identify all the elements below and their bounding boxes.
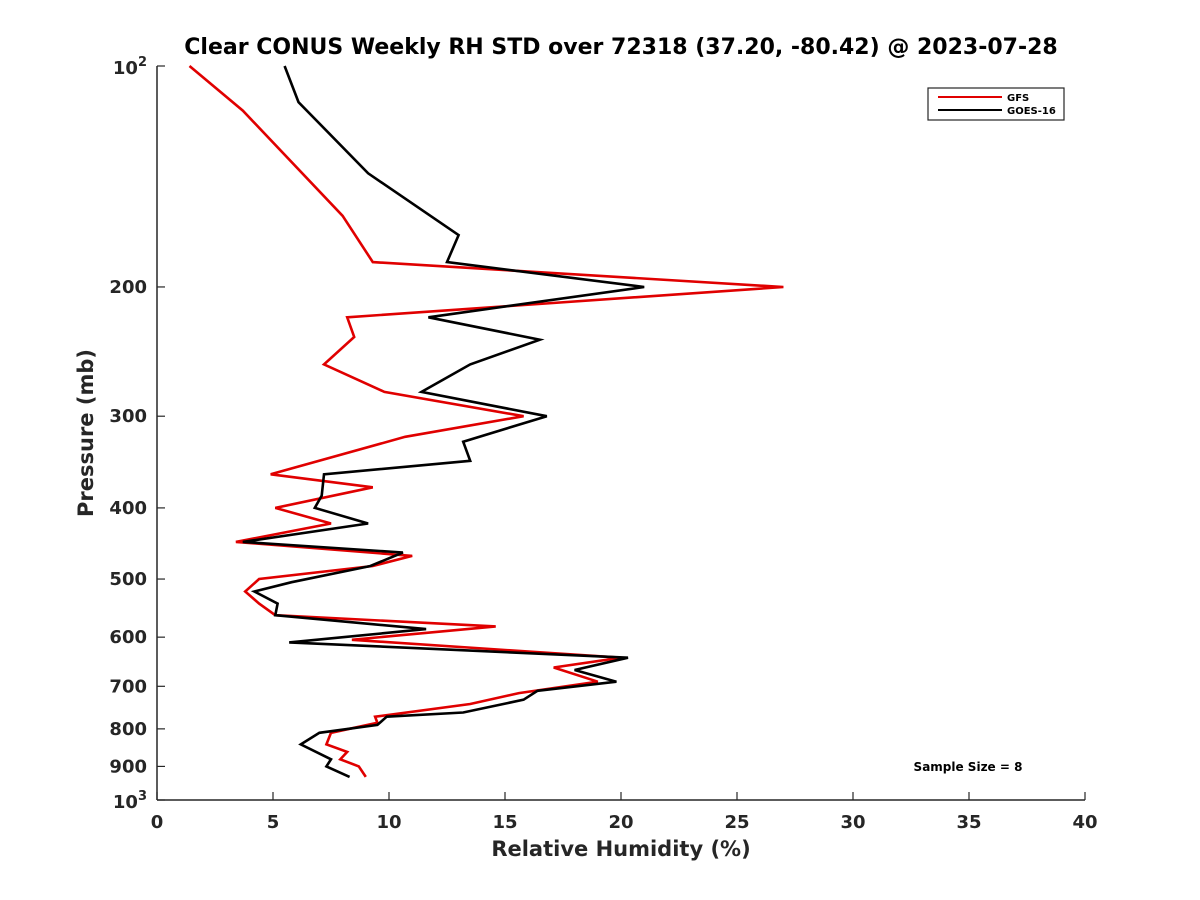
x-tick-label: 30 xyxy=(840,812,865,833)
sample-size-annotation: Sample Size = 8 xyxy=(914,760,1023,774)
series-line-gfs xyxy=(188,65,784,778)
y-ticks: 102 200 300 400 500 600 700 800 900 103 xyxy=(109,55,165,813)
x-ticks: 0 5 10 15 20 25 30 35 40 xyxy=(151,792,1098,833)
x-tick-label: 0 xyxy=(151,812,164,833)
y-axis-label: Pressure (mb) xyxy=(74,349,98,517)
y-tick-label: 700 xyxy=(109,676,147,697)
y-tick-label: 300 xyxy=(109,406,147,427)
x-tick-label: 20 xyxy=(608,812,633,833)
x-tick-label: 10 xyxy=(376,812,401,833)
x-axis-label: Relative Humidity (%) xyxy=(491,837,750,861)
legend-label-gfs: GFS xyxy=(1007,93,1029,104)
x-tick-label: 35 xyxy=(956,812,981,833)
x-tick-label: 5 xyxy=(267,812,280,833)
legend: GFS GOES-16 xyxy=(927,87,1065,121)
chart-title: Clear CONUS Weekly RH STD over 72318 (37… xyxy=(184,35,1057,60)
y-tick-label: 400 xyxy=(109,498,147,519)
y-tick-label: 800 xyxy=(109,719,147,740)
legend-box xyxy=(927,87,1065,121)
series-line-goes-16 xyxy=(242,65,645,779)
y-tick-label: 600 xyxy=(109,627,147,648)
y-tick-label: 200 xyxy=(109,277,147,298)
y-tick-label: 103 xyxy=(113,789,147,813)
x-tick-label: 40 xyxy=(1072,812,1097,833)
y-tick-label: 900 xyxy=(109,756,147,777)
x-tick-label: 25 xyxy=(724,812,749,833)
y-tick-label: 500 xyxy=(109,569,147,590)
legend-label-goes-16: GOES-16 xyxy=(1007,106,1056,117)
y-tick-label: 102 xyxy=(113,55,147,79)
series-layer xyxy=(188,65,784,779)
x-tick-label: 15 xyxy=(492,812,517,833)
